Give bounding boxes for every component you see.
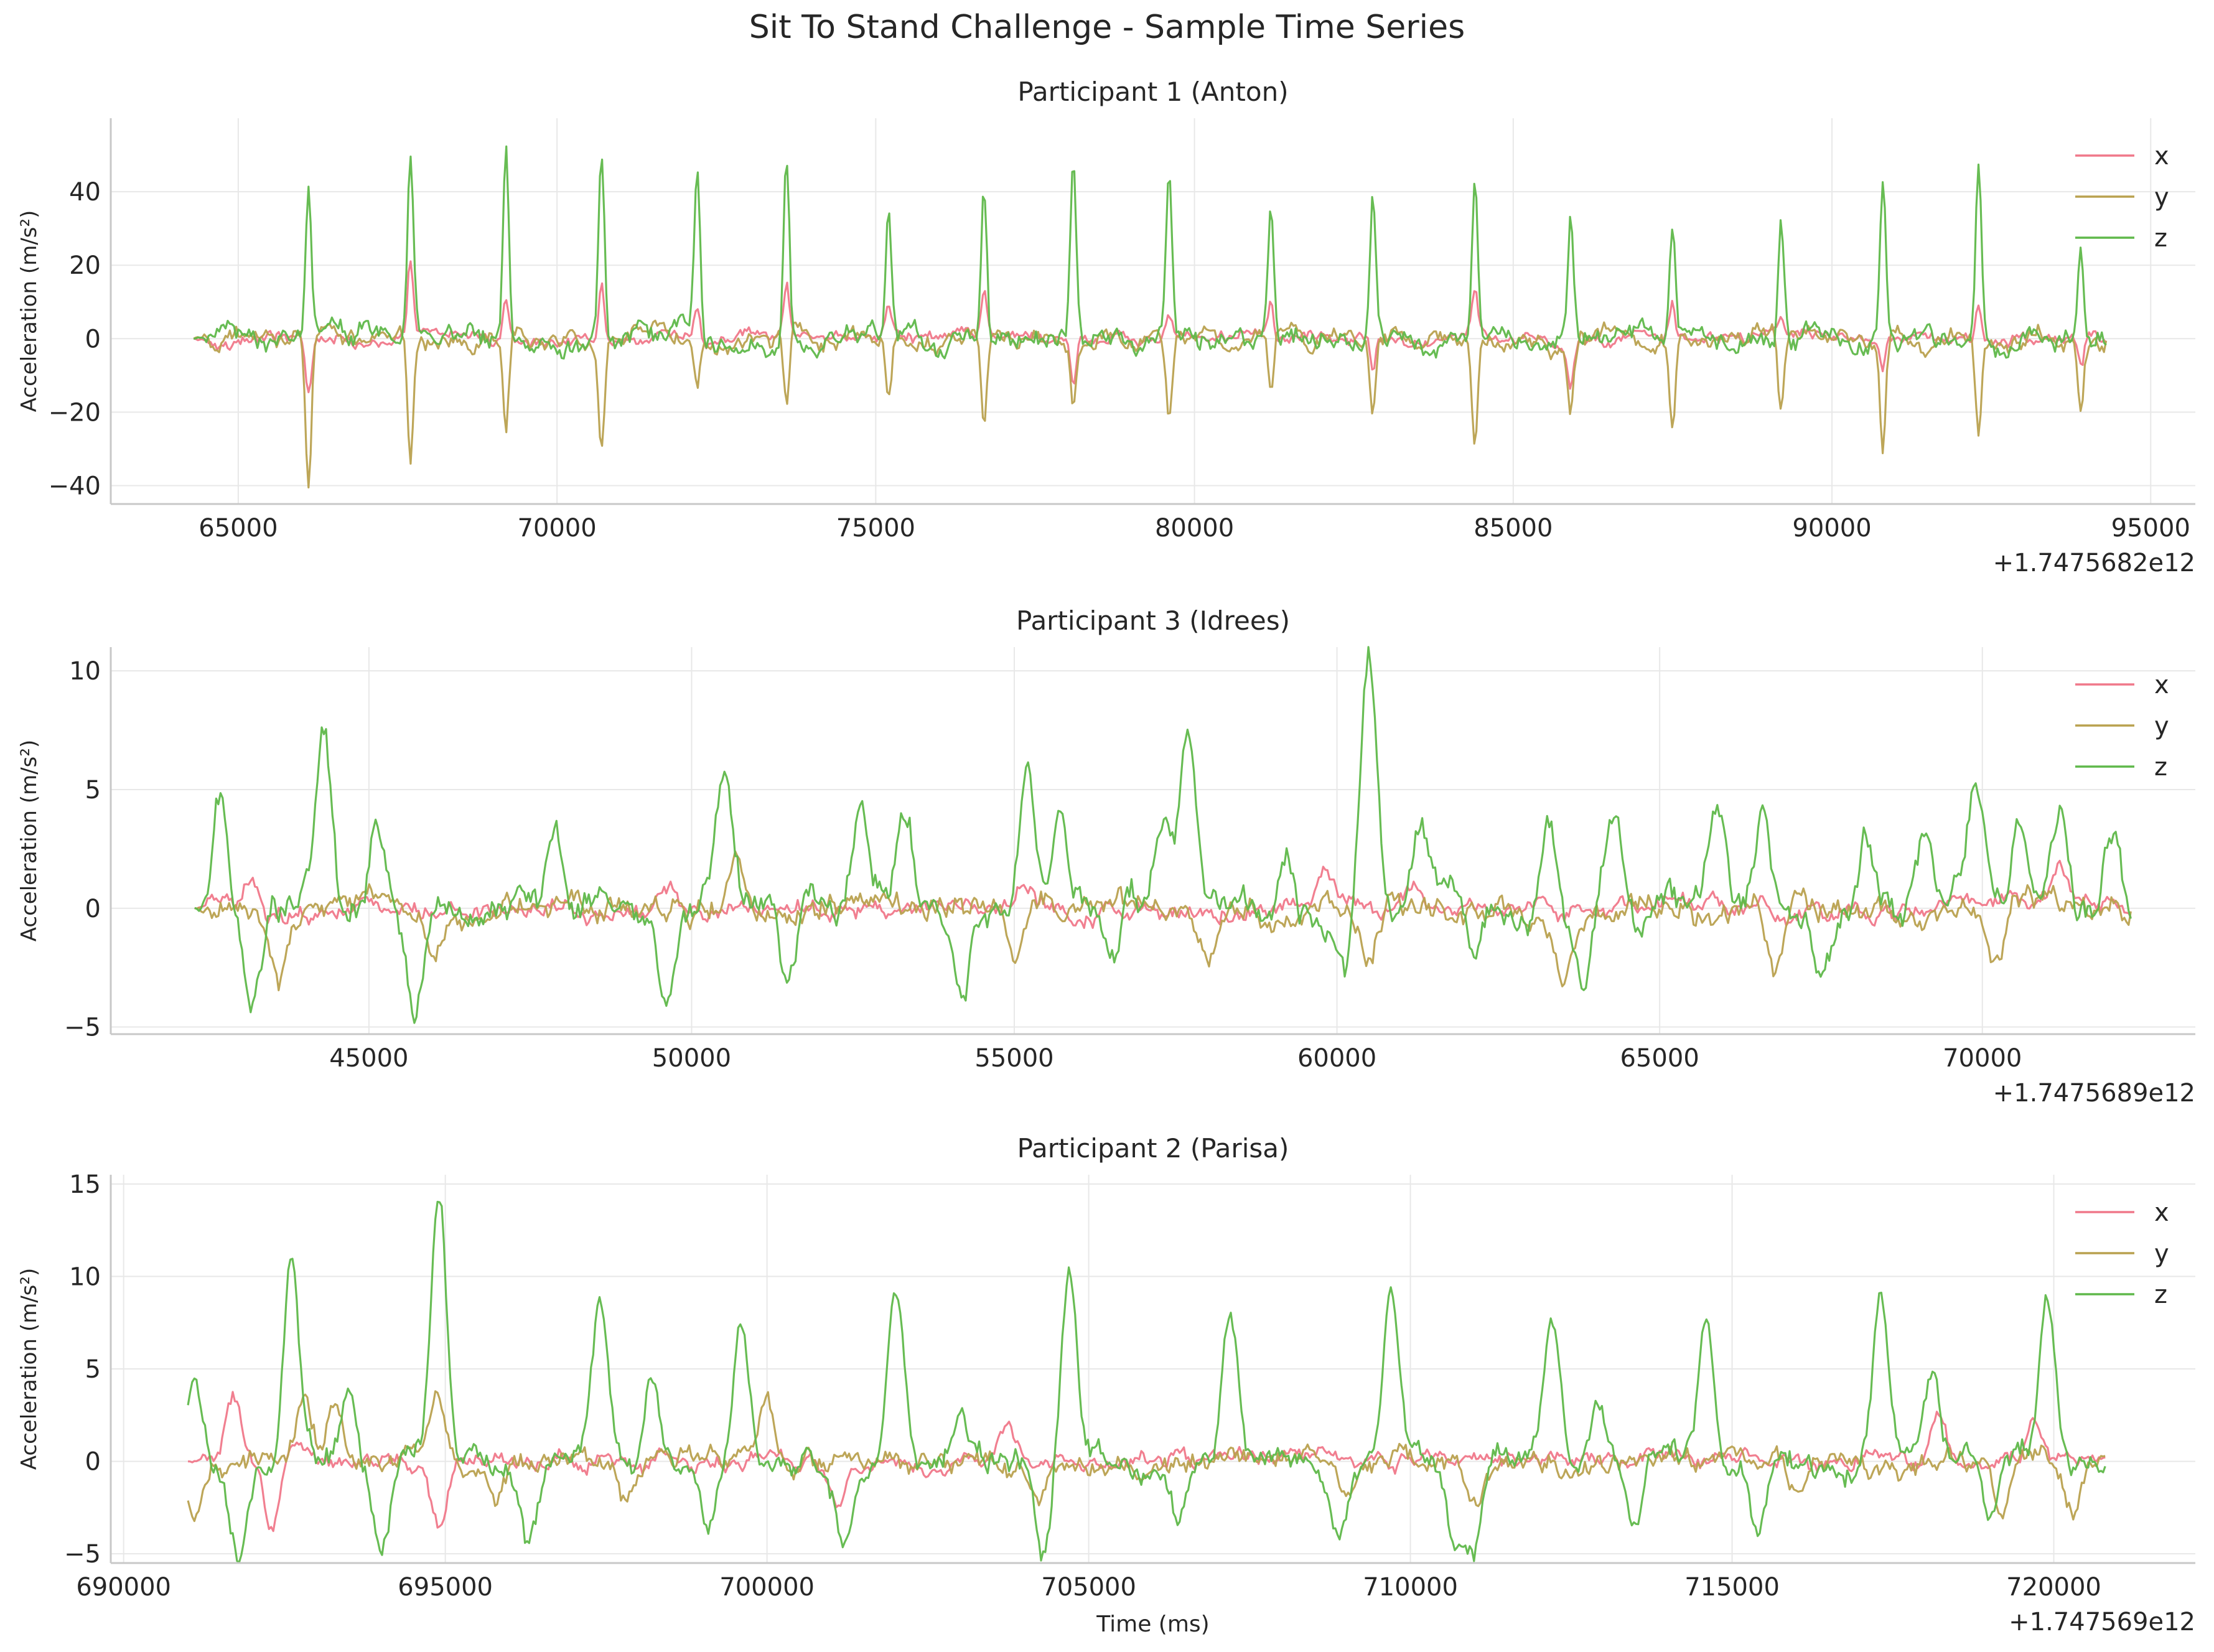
y-tick-label: 10 <box>69 657 101 686</box>
subplot-title: Participant 2 (Parisa) <box>1017 1133 1289 1164</box>
x-tick-label: 690000 <box>76 1573 171 1602</box>
series-line-y <box>194 850 2132 992</box>
x-tick-label: 710000 <box>1363 1573 1458 1602</box>
x-tick-label: 70000 <box>1943 1044 2022 1073</box>
subplot-1: 65000 70000 75000 80000 85000 90000 95000 −40 −2… <box>17 77 2195 577</box>
y-tick-label: −20 <box>49 398 101 427</box>
legend: xyz <box>2075 142 2169 253</box>
series-line-z <box>187 1200 2106 1564</box>
x-offset-label: +1.7475689e12 <box>1993 1079 2195 1108</box>
series-line-z <box>194 145 2107 360</box>
x-tick-label: 65000 <box>199 514 278 543</box>
y-tick-label: −5 <box>64 1540 101 1569</box>
legend-label-y: y <box>2154 183 2169 212</box>
y-tick-label: 10 <box>69 1262 101 1291</box>
subplot-2: 45000 50000 55000 60000 65000 70000 −5 0 5 10 +1.7… <box>17 605 2195 1108</box>
x-tick-label: 715000 <box>1684 1573 1780 1602</box>
x-tick-label: 55000 <box>974 1044 1053 1073</box>
subplot-title: Participant 1 (Anton) <box>1017 77 1288 107</box>
legend-label-y: y <box>2154 712 2169 740</box>
x-tick-label: 50000 <box>652 1044 731 1073</box>
y-axis-label: Acceleration (m/s²) <box>17 1268 42 1470</box>
x-tick-label: 90000 <box>1792 514 1871 543</box>
x-tick-label: 80000 <box>1155 514 1234 543</box>
x-tick-label: 75000 <box>836 514 915 543</box>
y-tick-label: 15 <box>69 1170 101 1199</box>
subplot-title: Participant 3 (Idrees) <box>1016 605 1290 636</box>
legend-label-x: x <box>2154 142 2169 170</box>
legend-label-y: y <box>2154 1239 2169 1268</box>
x-tick-label: 705000 <box>1041 1573 1136 1602</box>
subplot-3: 690000 695000 700000 705000 710000 715000 7200… <box>17 1133 2195 1637</box>
x-tick-label: 65000 <box>1620 1044 1699 1073</box>
y-axis-label: Acceleration (m/s²) <box>17 740 42 942</box>
x-tick-label: 95000 <box>2111 514 2190 543</box>
x-tick-label: 695000 <box>398 1573 493 1602</box>
legend-label-z: z <box>2154 224 2167 253</box>
y-tick-label: −5 <box>64 1014 101 1042</box>
y-tick-label: 5 <box>85 1355 101 1384</box>
series-line-y <box>193 319 2108 489</box>
figure-title: Sit To Stand Challenge - Sample Time Ser… <box>749 9 1465 46</box>
y-tick-label: 0 <box>85 1448 101 1477</box>
y-tick-label: 20 <box>69 251 101 280</box>
x-tick-label: 45000 <box>329 1044 408 1073</box>
y-axis-label: Acceleration (m/s²) <box>17 210 42 413</box>
x-tick-label: 60000 <box>1297 1044 1376 1073</box>
legend: xyz <box>2075 1198 2169 1309</box>
x-axis-label: Time (ms) <box>1096 1612 1209 1637</box>
y-tick-label: 5 <box>85 776 101 805</box>
x-tick-label: 700000 <box>719 1573 815 1602</box>
legend-label-z: z <box>2154 753 2167 782</box>
x-offset-label: +1.7475682e12 <box>1993 549 2195 577</box>
legend-label-x: x <box>2154 1198 2169 1227</box>
x-tick-label: 720000 <box>2006 1573 2101 1602</box>
series-line-z <box>194 646 2132 1024</box>
x-offset-label: +1.747569e12 <box>2009 1608 2195 1636</box>
y-tick-label: 40 <box>69 178 101 207</box>
x-tick-label: 85000 <box>1474 514 1553 543</box>
legend-label-x: x <box>2154 671 2169 699</box>
legend-label-z: z <box>2154 1281 2167 1309</box>
legend: xyz <box>2075 671 2169 782</box>
y-tick-label: 0 <box>85 325 101 353</box>
y-tick-label: −40 <box>49 472 101 500</box>
x-tick-label: 70000 <box>518 514 597 543</box>
y-tick-label: 0 <box>85 895 101 923</box>
